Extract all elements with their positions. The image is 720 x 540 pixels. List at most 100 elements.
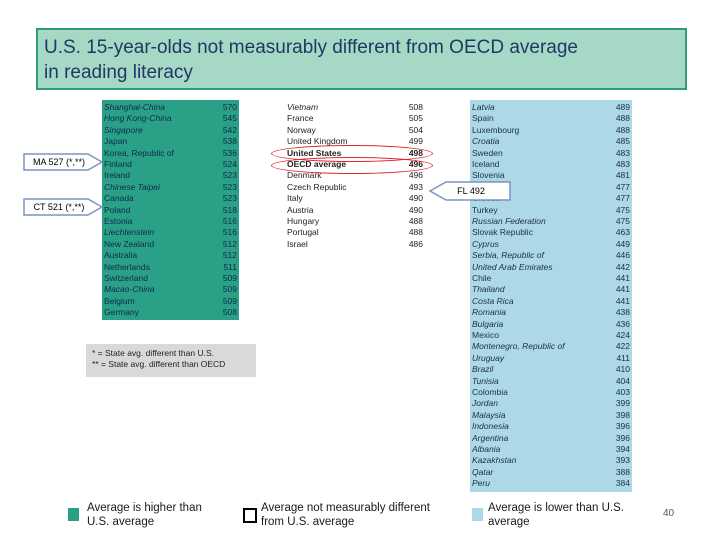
country-name: Singapore <box>104 124 143 135</box>
country-name: Cyprus <box>472 238 499 249</box>
table-row: Estonia 516 <box>102 216 239 227</box>
country-name: Estonia <box>104 216 133 226</box>
ma-callout-label: MA 527 (*,**) <box>32 157 86 167</box>
country-score: 396 <box>615 421 630 432</box>
country-score: 424 <box>615 330 630 340</box>
country-name: Costa Rica <box>472 295 514 306</box>
country-name: Luxembourg <box>472 124 520 135</box>
country-name: Albania <box>472 444 501 454</box>
country-name: Hong Kong-China <box>104 113 172 124</box>
country-name: Brazil <box>472 364 494 375</box>
footnote-line-2: ** = State avg. different than OECD <box>92 359 226 369</box>
table-row: Switzerland 509 <box>102 273 239 284</box>
table-row: Cyprus 449 <box>470 239 632 250</box>
country-score: 449 <box>615 238 630 249</box>
table-row: France 505 <box>285 113 425 124</box>
country-name: Finland <box>104 159 132 169</box>
country-name: Liechtenstein <box>104 227 155 238</box>
country-name: Romania <box>472 307 507 318</box>
table-row: Mexico 424 <box>470 330 632 341</box>
country-score: 463 <box>615 227 630 238</box>
table-row: Costa Rica 441 <box>470 296 632 307</box>
country-name: Peru <box>472 478 490 489</box>
country-score: 523 <box>222 181 237 192</box>
page-number: 40 <box>663 508 675 519</box>
country-score: 493 <box>408 181 423 192</box>
title-line-1: U.S. 15-year-olds not measurably differe… <box>44 37 578 58</box>
slide-title: U.S. 15-year-olds not measurably differe… <box>36 28 687 90</box>
country-score: 483 <box>615 147 630 158</box>
table-row: Qatar 388 <box>470 467 632 478</box>
country-name: Austria <box>287 204 314 215</box>
table-row: Portugal 488 <box>285 227 425 238</box>
country-name: Kazakhstan <box>472 455 517 466</box>
country-score: 511 <box>223 261 237 272</box>
legend-lower-swatch <box>472 508 483 521</box>
country-name: Russian Federation <box>472 216 546 226</box>
table-row: Hungary 488 <box>285 216 425 227</box>
table-row: Turkey 475 <box>470 205 632 216</box>
table-row: Tunisia 404 <box>470 376 632 387</box>
country-name: United Kingdom <box>287 136 348 147</box>
table-row: Kazakhstan 393 <box>470 455 632 466</box>
country-name: Colombia <box>472 387 508 397</box>
table-row: Russian Federation 475 <box>470 216 632 227</box>
country-score: 545 <box>222 113 237 124</box>
table-row: Spain 488 <box>470 113 632 124</box>
country-name: Qatar <box>472 466 494 477</box>
country-score: 496 <box>408 170 423 181</box>
country-name: Malaysia <box>472 409 506 420</box>
country-score: 542 <box>222 124 237 135</box>
table-row: Ireland 523 <box>102 170 239 181</box>
legend-lower-label: Average is lower than U.S. average <box>488 502 624 528</box>
table-row: Indonesia 396 <box>470 421 632 432</box>
country-score: 490 <box>408 193 423 204</box>
table-row: Chile 441 <box>470 273 632 284</box>
country-name: Belgium <box>104 295 135 306</box>
country-score: 422 <box>615 341 630 352</box>
country-score: 436 <box>615 318 630 329</box>
table-row: Belgium 509 <box>102 296 239 307</box>
country-name: Poland <box>104 204 131 215</box>
country-name: Iceland <box>472 159 500 169</box>
country-score: 441 <box>615 284 630 295</box>
country-name: Chinese Taipei <box>104 181 160 192</box>
table-row: Canada 523 <box>102 193 239 204</box>
country-score: 475 <box>615 216 630 226</box>
country-score: 384 <box>615 478 630 489</box>
country-score: 488 <box>408 216 423 226</box>
country-score: 486 <box>408 238 423 249</box>
country-name: Sweden <box>472 147 503 158</box>
table-row: United Arab Emirates 442 <box>470 262 632 273</box>
higher-than-us-column: Shanghai-China 570 Hong Kong-China 545 Singa… <box>102 100 239 320</box>
table-row: Albania 394 <box>470 444 632 455</box>
table-row: Poland 518 <box>102 205 239 216</box>
country-name: Japan <box>104 136 128 147</box>
country-score: 516 <box>222 227 237 238</box>
country-name: Korea, Republic of <box>104 147 174 158</box>
country-score: 512 <box>222 250 237 261</box>
country-name: Tunisia <box>472 375 499 386</box>
legend-not-different-swatch <box>243 508 257 523</box>
footnote-box: * = State avg. different than U.S. ** = … <box>86 344 256 377</box>
table-row: Bulgaria 436 <box>470 319 632 330</box>
country-name: France <box>287 113 314 124</box>
not-different-column: Vietnam 508 France 505 Norway 504 United Kingd… <box>285 100 425 252</box>
country-score: 523 <box>222 193 237 204</box>
country-score: 490 <box>408 204 423 215</box>
table-row: Brazil 410 <box>470 364 632 375</box>
table-row: Macao-China 509 <box>102 284 239 295</box>
country-score: 512 <box>222 238 237 249</box>
country-score: 388 <box>615 466 630 477</box>
country-score: 475 <box>615 204 630 215</box>
country-score: 516 <box>222 216 237 226</box>
country-name: Portugal <box>287 227 319 238</box>
table-row: Slovak Republic 463 <box>470 227 632 238</box>
country-name: Montenegro, Republic of <box>472 341 565 352</box>
table-row: Hong Kong-China 545 <box>102 113 239 124</box>
country-name: Bulgaria <box>472 318 504 329</box>
country-name: Italy <box>287 193 303 204</box>
country-score: 404 <box>615 375 630 386</box>
country-score: 398 <box>615 409 630 420</box>
legend-higher-swatch <box>68 508 79 521</box>
